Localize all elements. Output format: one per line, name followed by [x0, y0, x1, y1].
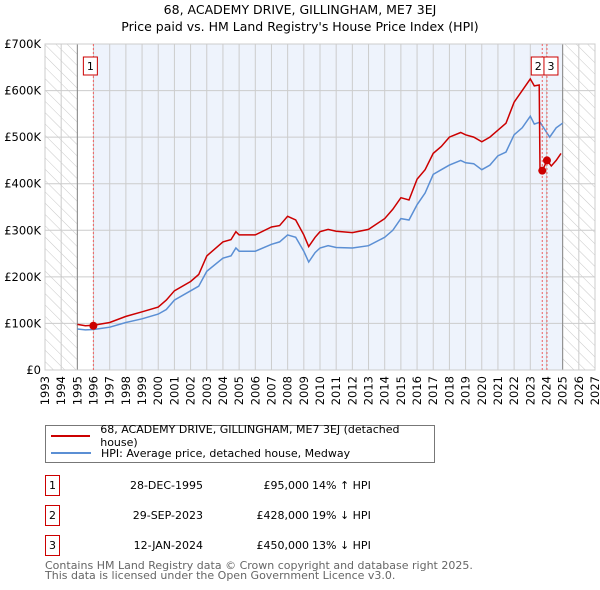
transaction-date: 28-DEC-1995 — [129, 479, 203, 492]
x-tick-label: 2007 — [264, 376, 278, 405]
y-tick-label: £100K — [4, 316, 41, 330]
hpi-line — [77, 114, 564, 331]
x-tick-label: 2008 — [281, 376, 295, 405]
transaction-hpi: 14% ↑ HPI — [312, 479, 371, 492]
x-tick-label: 2020 — [475, 376, 489, 405]
x-tick-label: 1993 — [38, 376, 52, 405]
transaction-hpi: 19% ↓ HPI — [312, 509, 371, 522]
sale-label-box — [543, 56, 559, 76]
x-tick-label: 2027 — [588, 376, 600, 405]
x-tick-label: 2006 — [248, 376, 262, 405]
legend-label-hpi: HPI: Average price, detached house, Medw… — [101, 446, 351, 460]
x-tick-label: 1996 — [87, 376, 101, 405]
legend-item-hpi: HPI: Average price, detached house, Medw… — [46, 445, 350, 461]
x-tick-label: 2019 — [459, 376, 473, 405]
transaction-hpi: 13% ↓ HPI — [312, 539, 371, 552]
x-tick-label: 2017 — [426, 376, 440, 405]
x-tick-label: 2021 — [491, 376, 505, 405]
transaction-date: 12-JAN-2024 — [133, 539, 203, 552]
x-tick-label: 2018 — [442, 376, 456, 405]
sale-label: 1 — [87, 60, 94, 73]
transaction-badge: 1 — [45, 475, 60, 496]
transaction-badge: 2 — [45, 505, 60, 526]
sale-point — [89, 321, 98, 330]
ownership-shade — [93, 44, 563, 370]
sale-label-box — [82, 56, 98, 76]
x-tick-label: 1997 — [103, 376, 117, 405]
x-tick-label: 2014 — [378, 376, 392, 405]
x-tick-label: 2011 — [329, 376, 343, 405]
transaction-price: £95,000 — [263, 479, 310, 492]
x-tick-label: 2000 — [151, 376, 165, 405]
plot-border — [44, 43, 596, 371]
x-tick-label: 2005 — [232, 376, 246, 405]
x-tick-label: 2024 — [539, 376, 553, 405]
y-tick-label: £400K — [4, 177, 41, 191]
transaction-price: £450,000 — [256, 539, 310, 552]
chart-title: Price paid vs. HM Land Registry's House … — [121, 19, 479, 34]
chart-legend: 68, ACADEMY DRIVE, GILLINGHAM, ME7 3EJ (… — [45, 423, 435, 463]
y-tick-label: £200K — [4, 270, 41, 284]
x-tick-label: 2016 — [410, 376, 424, 405]
x-tick-label: 2012 — [345, 376, 359, 405]
legend-swatch-red — [51, 435, 91, 437]
transaction-row: 2 29-SEP-2023 £428,000 19% ↓ HPI — [45, 505, 445, 526]
legend-label-property: 68, ACADEMY DRIVE, GILLINGHAM, ME7 3EJ (… — [100, 423, 400, 449]
x-tick-label: 2015 — [394, 376, 408, 405]
sale-point — [538, 166, 547, 175]
legend-swatch-blue — [51, 452, 91, 454]
y-tick-label: £600K — [4, 84, 41, 98]
x-tick-label: 2003 — [200, 376, 214, 405]
sale-point — [542, 156, 551, 165]
x-tick-label: 2010 — [313, 376, 327, 405]
x-tick-label: 2013 — [362, 376, 376, 405]
x-tick-label: 1995 — [70, 376, 84, 405]
x-tick-label: 2026 — [572, 376, 586, 405]
x-tick-label: 2001 — [167, 376, 181, 405]
x-tick-label: 2004 — [216, 376, 230, 405]
footer-licence: This data is licensed under the Open Gov… — [45, 569, 396, 582]
y-tick-label: £700K — [4, 37, 41, 51]
chart-title-address: 68, ACADEMY DRIVE, GILLINGHAM, ME7 3EJ — [163, 2, 437, 17]
transaction-row: 3 12-JAN-2024 £450,000 13% ↓ HPI — [45, 535, 445, 556]
y-tick-label: £300K — [4, 223, 41, 237]
x-tick-label: 2023 — [523, 376, 537, 405]
y-tick-label: £0 — [26, 363, 41, 377]
footer-copyright: Contains HM Land Registry data © Crown c… — [45, 559, 473, 572]
x-tick-label: 2022 — [507, 376, 521, 405]
x-tick-label: 2009 — [297, 376, 311, 405]
x-tick-label: 2025 — [556, 376, 570, 405]
property-price-line — [77, 77, 562, 327]
x-tick-label: 1999 — [135, 376, 149, 405]
transaction-price: £428,000 — [256, 509, 310, 522]
x-tick-label: 1994 — [54, 376, 68, 405]
y-tick-label: £500K — [4, 130, 41, 144]
sale-label: 3 — [547, 60, 554, 73]
legend-item-property: 68, ACADEMY DRIVE, GILLINGHAM, ME7 3EJ (… — [46, 423, 434, 449]
x-tick-label: 1998 — [119, 376, 133, 405]
transaction-row: 1 28-DEC-1995 £95,000 14% ↑ HPI — [45, 475, 445, 496]
sale-label: 2 — [535, 60, 542, 73]
x-tick-label: 2002 — [184, 376, 198, 405]
transaction-date: 29-SEP-2023 — [132, 509, 203, 522]
transaction-badge: 3 — [45, 535, 60, 556]
